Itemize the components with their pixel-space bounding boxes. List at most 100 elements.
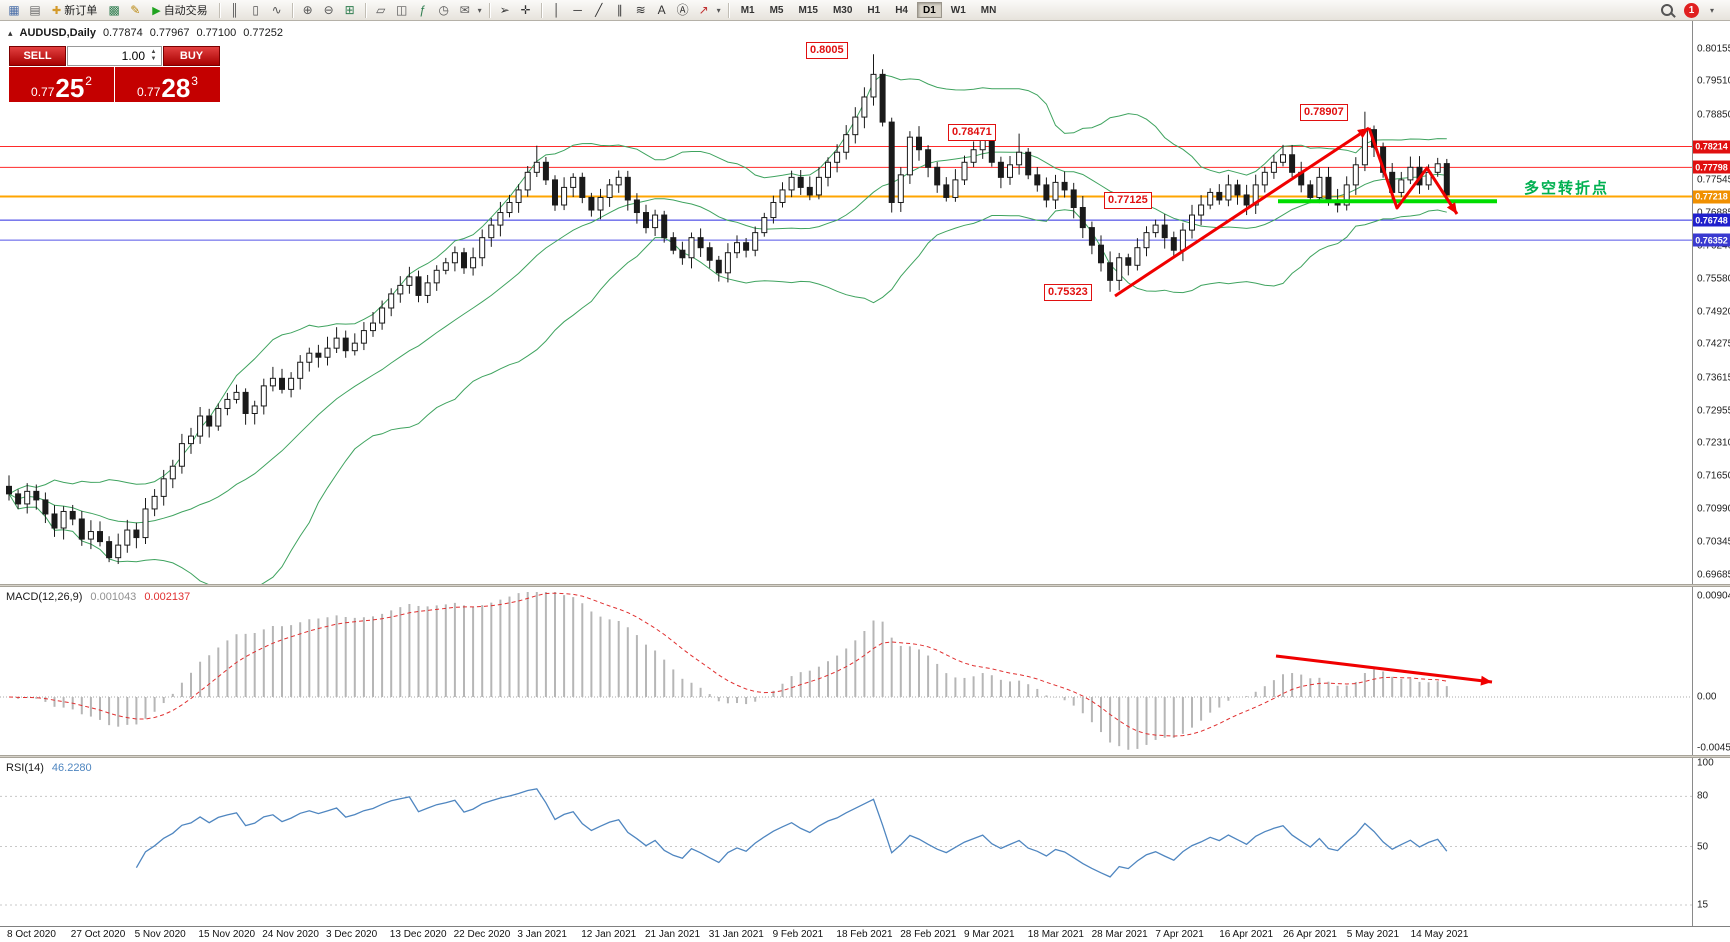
timeframe-w1[interactable]: W1 — [950, 5, 966, 16]
date-label: 3 Dec 2020 — [326, 929, 378, 940]
autotrading-button-icon: ▶ — [152, 4, 161, 17]
timeframe-d1[interactable]: D1 — [917, 2, 942, 18]
bid-pipette: 2 — [85, 74, 92, 88]
cursor-icon[interactable]: ➢ — [499, 3, 510, 17]
new-order-button-icon: ✚ — [52, 4, 62, 17]
new-order-button[interactable]: ✚ 新订单 — [46, 1, 103, 19]
new-chart-icon[interactable]: ▦ — [8, 3, 20, 17]
zoom-out-icon[interactable]: ⊖ — [323, 3, 334, 17]
bar-chart-icon[interactable]: ║ — [230, 3, 239, 17]
price-tick-label: 0.70990 — [1697, 503, 1730, 515]
bid-big-digits: 25 — [55, 72, 85, 103]
price-tick-label: 0.70345 — [1697, 536, 1730, 548]
ohlc-close: 0.77252 — [243, 27, 283, 39]
date-label: 16 Apr 2021 — [1219, 929, 1274, 940]
rsi-label: RSI(14) 46.2280 — [6, 762, 92, 774]
ask-price-panel[interactable]: 0.77 28 3 — [115, 67, 220, 102]
timeframe-m5[interactable]: M5 — [769, 5, 784, 16]
timeframe-h1[interactable]: H1 — [867, 5, 881, 16]
zoom-in-icon[interactable]: ⊕ — [302, 3, 313, 17]
buy-button[interactable]: BUY — [163, 46, 220, 66]
macd-pane[interactable] — [0, 587, 1692, 755]
timeframe-m15[interactable]: M15 — [798, 5, 818, 16]
templates-icon[interactable]: ✉ — [459, 3, 470, 17]
bid-price-panel[interactable]: 0.77 25 2 — [9, 67, 114, 102]
volume-input[interactable]: 1.00 ▲ ▼ — [67, 46, 162, 66]
timeframe-m1[interactable]: M1 — [740, 5, 755, 16]
fibonacci-icon[interactable]: ≋ — [635, 3, 646, 17]
candles — [6, 54, 1450, 565]
date-label: 22 Dec 2020 — [453, 929, 511, 940]
price-level-box: 0.77218 — [1693, 190, 1730, 204]
indicators-icon[interactable]: ƒ — [419, 3, 427, 17]
timeframe-mn[interactable]: MN — [980, 5, 997, 16]
price-annotation[interactable]: 0.75323 — [1044, 284, 1092, 301]
price-tick-label: 0.71650 — [1697, 470, 1730, 482]
symbol-period-label: AUDUSD,Daily — [19, 27, 96, 39]
trendline-icon[interactable]: ╱ — [595, 3, 603, 17]
price-annotation[interactable]: 0.78907 — [1300, 104, 1348, 121]
autotrading-button[interactable]: ▶ 自动交易 — [146, 1, 213, 19]
date-label: 12 Jan 2021 — [581, 929, 637, 940]
time-axis[interactable] — [0, 926, 1730, 942]
search-icon[interactable] — [1660, 3, 1675, 18]
label-icon[interactable]: Ⓐ — [676, 3, 689, 17]
toolbar-right: 1 ▾ — [1660, 2, 1726, 18]
notification-caret-icon[interactable]: ▾ — [1709, 5, 1714, 15]
price-annotation[interactable]: 0.77125 — [1104, 192, 1152, 209]
volume-spinner[interactable]: ▲ ▼ — [150, 49, 157, 62]
ask-base: 0.77 — [137, 84, 161, 99]
timeframe-h4[interactable]: H4 — [895, 5, 908, 16]
price-level-box: 0.78214 — [1693, 140, 1730, 154]
price-annotation[interactable]: 0.78471 — [948, 124, 996, 141]
channel-icon[interactable]: ∥ — [616, 3, 623, 17]
price-annotation[interactable]: 0.8005 — [806, 42, 848, 59]
cn-note: 多空转折点 — [1524, 180, 1610, 197]
bid-base: 0.77 — [31, 84, 55, 99]
volume-value: 1.00 — [121, 49, 145, 63]
strategy-tester-icon[interactable]: ▩ — [108, 3, 120, 17]
one-click-toggle-icon[interactable]: ▴ — [8, 27, 13, 38]
cascade-windows-icon[interactable]: ◫ — [396, 3, 408, 17]
line-chart-icon[interactable]: ∿ — [271, 3, 282, 17]
sell-button[interactable]: SELL — [9, 46, 66, 66]
pane-splitter[interactable] — [0, 755, 1730, 758]
date-label: 18 Mar 2021 — [1027, 929, 1084, 940]
trend-arrow — [1275, 654, 1493, 684]
price-tick-label: 0.72955 — [1697, 405, 1730, 417]
rsi-pane[interactable] — [0, 758, 1692, 925]
pane-splitter[interactable] — [0, 584, 1730, 587]
profiles-icon[interactable]: ▤ — [29, 3, 41, 17]
bollinger-bands — [8, 73, 1447, 584]
price-scale-border — [1692, 21, 1693, 926]
notification-badge[interactable]: 1 — [1684, 2, 1699, 18]
dropdown-caret-icon[interactable]: ▾ — [477, 5, 482, 15]
auto-arrange-icon[interactable]: ▱ — [376, 3, 386, 17]
text-icon[interactable]: A — [657, 3, 666, 17]
price-tick-label: 0.79510 — [1697, 75, 1730, 87]
candlestick-chart-icon[interactable]: ▯ — [252, 3, 259, 17]
metaeditor-icon[interactable]: ✎ — [130, 3, 141, 17]
timeframe-m30[interactable]: M30 — [832, 5, 853, 16]
price-tick-label: 0.80155 — [1697, 43, 1730, 55]
price-level-box: 0.76352 — [1693, 233, 1730, 247]
rsi-axis-label: 50 — [1697, 841, 1709, 852]
crosshair-icon[interactable]: ✛ — [520, 3, 531, 17]
vertical-line-icon[interactable]: │ — [552, 3, 561, 17]
ask-big-digits: 28 — [161, 72, 191, 103]
arrows-icon[interactable]: ↗ — [698, 3, 709, 17]
horizontal-line-icon[interactable]: ─ — [573, 3, 582, 17]
toolbar-separator — [540, 2, 542, 18]
price-tick-label: 0.76885 — [1697, 208, 1730, 219]
date-label: 13 Dec 2020 — [389, 929, 447, 940]
tile-grid-icon[interactable]: ⊞ — [344, 3, 355, 17]
chart-info-line: ▴ AUDUSD,Daily 0.77874 0.77967 0.77100 0… — [8, 27, 283, 39]
dropdown-caret-icon[interactable]: ▾ — [716, 5, 721, 15]
rsi-line — [135, 788, 1448, 878]
price-chart-pane[interactable] — [0, 21, 1692, 584]
macd-main-value: 0.001043 — [90, 591, 137, 603]
macd-axis-label: 0.009046 — [1697, 590, 1730, 602]
rsi-axis-label: 80 — [1697, 790, 1709, 802]
periods-icon[interactable]: ◷ — [438, 3, 449, 17]
macd-name: MACD(12,26,9) — [6, 591, 83, 603]
